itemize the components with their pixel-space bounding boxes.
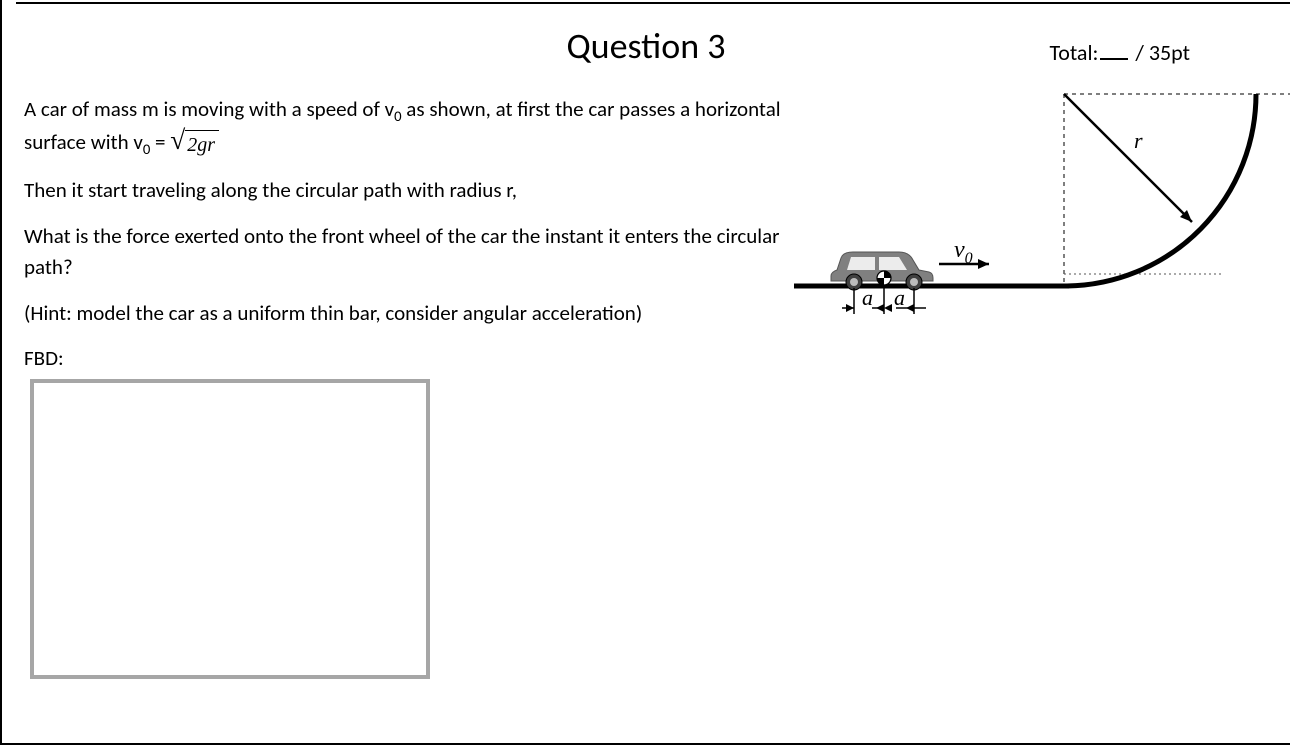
- r-label: r: [1134, 128, 1143, 153]
- dim-a2-arrow-r: [884, 304, 892, 312]
- a-label-1: a: [862, 285, 873, 310]
- content-row: A car of mass m is moving with a speed o…: [2, 76, 1290, 679]
- dim-a2-arrow-l: [906, 304, 914, 312]
- fbd-label: FBD:: [24, 343, 794, 375]
- paragraph-4: (Hint: model the car as a uniform thin b…: [24, 298, 794, 330]
- sqrt-symbol: √: [170, 128, 185, 153]
- p1-sub: 0: [394, 107, 401, 125]
- sqrt-argument: 2gr: [185, 130, 219, 161]
- question-page: Question 3 Total: / 35pt A car of mass m…: [0, 0, 1290, 745]
- p1c: =: [150, 129, 170, 155]
- radius-line: [1064, 94, 1192, 222]
- velocity-arrowhead: [978, 259, 989, 269]
- total-suffix: / 35pt: [1135, 39, 1190, 66]
- track-diagram: r: [794, 64, 1290, 414]
- fbd-box: [30, 379, 430, 679]
- v-label: v0: [954, 237, 973, 267]
- car-icon: [831, 252, 933, 290]
- sqrt-expression: √ 2gr: [170, 128, 219, 161]
- dim-a1-arrow-l: [876, 304, 884, 312]
- a-label-2: a: [894, 285, 905, 310]
- paragraph-2: Then it start traveling along the circul…: [24, 175, 794, 207]
- problem-text: A car of mass m is moving with a speed o…: [24, 94, 794, 679]
- figure-column: r: [794, 94, 1280, 679]
- paragraph-3: What is the force exerted onto the front…: [24, 221, 794, 284]
- score-blank: [1100, 36, 1128, 60]
- paragraph-1: A car of mass m is moving with a speed o…: [24, 94, 794, 161]
- p1a: A car of mass m is moving with a speed o…: [24, 96, 394, 122]
- total-prefix: Total:: [1049, 39, 1098, 66]
- dim-a1-arrow-r: [846, 304, 854, 312]
- total-score: Total: / 35pt: [1049, 36, 1190, 66]
